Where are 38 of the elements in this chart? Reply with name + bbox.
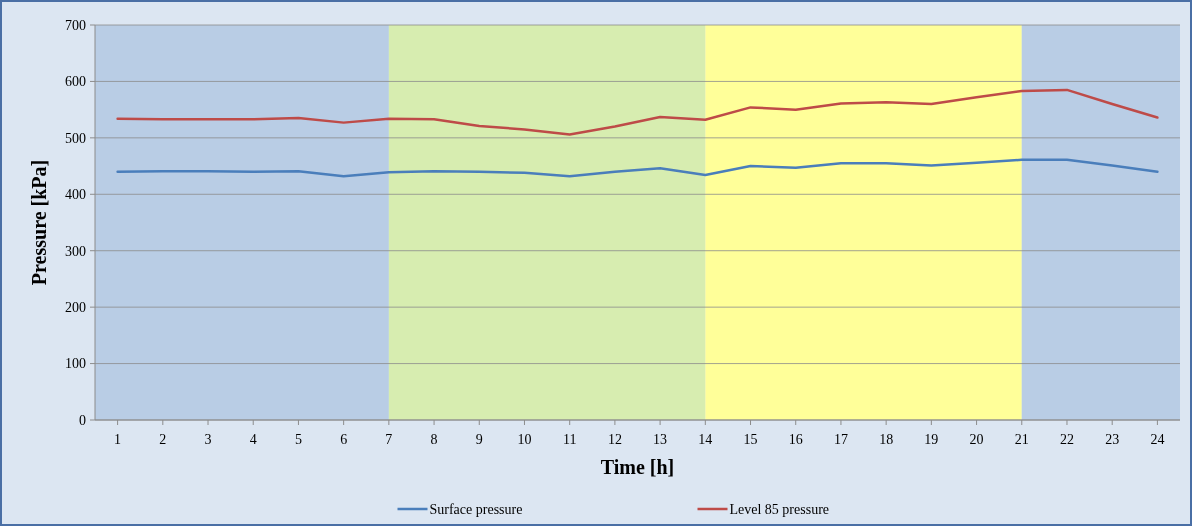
- x-tick-label: 3: [204, 432, 212, 447]
- y-tick-label: 700: [65, 17, 86, 33]
- x-tick-label: 14: [698, 432, 713, 447]
- x-tick-label: 4: [249, 432, 257, 447]
- x-tick-label: 10: [517, 432, 532, 447]
- y-tick-label: 400: [65, 187, 86, 203]
- x-tick-label: 18: [879, 432, 894, 447]
- y-tick-label: 500: [65, 130, 86, 146]
- x-tick-label: 7: [385, 432, 393, 447]
- x-tick-label: 1: [114, 432, 122, 447]
- y-axis-title: Pressure [kPa]: [28, 159, 50, 286]
- x-tick-label: 11: [562, 432, 577, 447]
- line-series: [116, 158, 1159, 178]
- y-tick-label: 0: [79, 412, 86, 428]
- x-tick-label: 16: [788, 432, 803, 447]
- x-tick-label: 17: [833, 432, 848, 447]
- x-tick-label: 22: [1059, 432, 1074, 447]
- y-tick-label: 100: [65, 356, 86, 372]
- x-tick-label: 20: [969, 432, 984, 447]
- x-tick-label: 9: [475, 432, 483, 447]
- x-tick-label: 12: [607, 432, 622, 447]
- x-tick-label: 2: [159, 432, 167, 447]
- y-tick-label: 200: [65, 300, 86, 316]
- y-tick-label: 600: [65, 74, 86, 90]
- x-tick-label: 8: [430, 432, 438, 447]
- line-series: [116, 88, 1159, 136]
- x-tick-label: 19: [924, 432, 939, 447]
- x-tick-label: 13: [653, 432, 668, 447]
- x-tick-label: 21: [1014, 432, 1029, 447]
- legend-label: Surface pressure: [429, 502, 523, 517]
- x-tick-label: 15: [743, 432, 758, 447]
- legend-label: Level 85 pressure: [729, 502, 830, 517]
- x-axis-title: Time [h]: [600, 456, 675, 478]
- y-tick-label: 300: [65, 243, 86, 259]
- x-tick-label: 24: [1150, 432, 1165, 447]
- x-tick-label: 23: [1105, 432, 1120, 447]
- x-tick-label: 5: [294, 432, 302, 447]
- x-tick-label: 6: [340, 432, 348, 447]
